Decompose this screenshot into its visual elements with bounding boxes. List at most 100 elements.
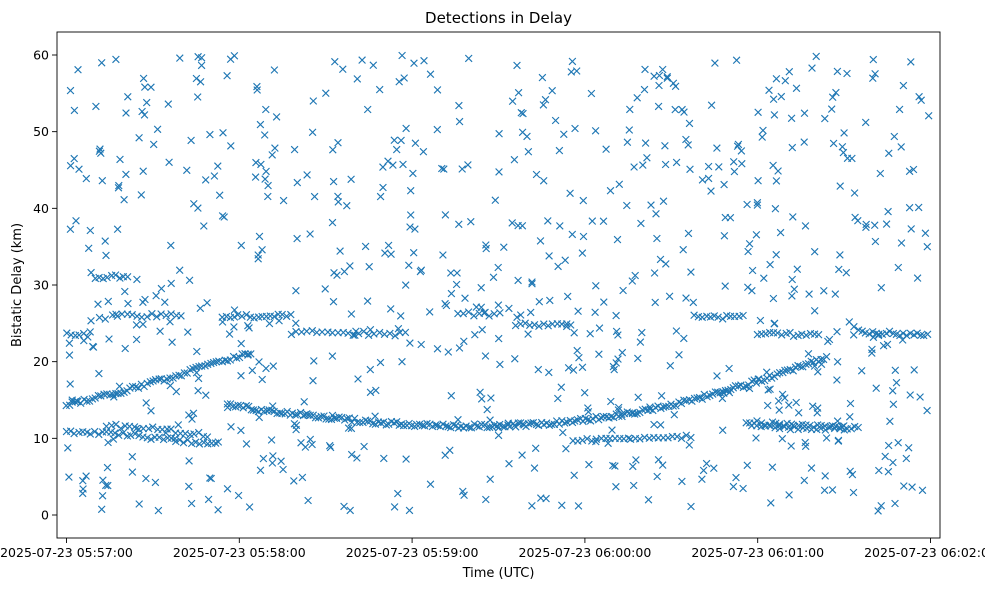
data-point <box>916 393 924 401</box>
data-point <box>455 117 464 126</box>
data-point <box>174 421 183 429</box>
data-point <box>835 423 844 432</box>
data-point <box>655 71 664 80</box>
data-point <box>574 307 582 316</box>
data-point <box>698 176 707 184</box>
data-point <box>826 422 835 431</box>
data-point <box>704 174 713 183</box>
data-point <box>290 145 299 154</box>
data-point <box>238 312 246 321</box>
data-point <box>562 444 570 453</box>
data-point <box>304 496 312 505</box>
data-point <box>877 283 886 292</box>
data-point <box>599 217 608 226</box>
data-point <box>752 421 761 430</box>
data-point <box>535 297 544 306</box>
data-point <box>707 187 715 195</box>
data-point <box>528 501 536 510</box>
data-point <box>654 455 663 464</box>
data-point <box>87 316 95 325</box>
data-point <box>862 223 870 232</box>
data-point <box>836 251 844 259</box>
data-point <box>282 312 291 321</box>
data-point <box>455 101 463 110</box>
data-point <box>574 502 583 510</box>
data-point <box>542 494 550 503</box>
data-point <box>628 277 637 285</box>
data-point <box>203 298 211 307</box>
data-point <box>487 394 495 402</box>
data-point <box>244 350 253 359</box>
data-point <box>142 98 151 107</box>
data-point <box>214 505 222 514</box>
data-point <box>794 361 802 370</box>
data-point <box>850 189 859 197</box>
data-point <box>405 506 414 515</box>
data-point <box>402 124 410 133</box>
data-point <box>793 265 802 274</box>
data-point <box>153 125 162 134</box>
data-point <box>792 398 801 407</box>
data-point <box>832 88 840 97</box>
data-point <box>196 77 205 86</box>
data-point <box>109 393 118 401</box>
data-point <box>514 88 523 97</box>
data-point <box>376 192 385 201</box>
data-point <box>882 220 891 228</box>
data-point <box>664 433 672 442</box>
data-point <box>800 476 809 485</box>
data-point <box>105 335 113 343</box>
data-point <box>906 391 915 399</box>
data-point <box>375 85 384 94</box>
data-point <box>75 165 83 174</box>
data-point <box>636 338 645 346</box>
data-point <box>535 322 543 331</box>
data-point <box>711 59 719 67</box>
data-point <box>772 250 781 259</box>
data-point <box>915 92 923 101</box>
data-point <box>748 266 757 275</box>
data-point <box>769 294 778 303</box>
data-point <box>227 422 235 431</box>
data-point <box>74 65 82 74</box>
data-point <box>342 201 351 210</box>
data-point <box>909 165 918 174</box>
data-point <box>747 377 756 386</box>
data-point <box>505 459 513 468</box>
data-point <box>433 86 442 94</box>
data-point <box>871 69 879 78</box>
data-point <box>63 444 72 452</box>
data-point <box>754 108 762 117</box>
data-point <box>223 484 232 493</box>
data-point <box>843 69 851 78</box>
data-point <box>366 388 375 397</box>
data-point <box>234 491 243 500</box>
data-point <box>321 285 330 293</box>
data-point <box>192 368 201 377</box>
data-point <box>718 426 727 435</box>
data-point <box>447 391 456 400</box>
data-point <box>787 114 796 123</box>
data-point <box>870 221 879 230</box>
data-point <box>262 364 270 373</box>
data-point <box>766 385 774 394</box>
data-point <box>426 480 435 489</box>
data-point <box>477 420 486 429</box>
data-point <box>686 165 694 174</box>
data-point <box>353 454 361 462</box>
data-point <box>899 482 908 490</box>
data-point <box>792 84 801 93</box>
data-point <box>713 372 721 380</box>
data-point <box>267 436 276 444</box>
data-point <box>344 424 353 432</box>
data-point <box>905 203 914 212</box>
data-point <box>777 92 786 101</box>
data-point <box>185 276 194 285</box>
data-point <box>75 331 83 339</box>
data-point <box>237 371 245 380</box>
data-point <box>219 128 227 137</box>
data-point <box>142 399 151 407</box>
data-point <box>553 394 562 403</box>
data-point <box>786 425 795 434</box>
